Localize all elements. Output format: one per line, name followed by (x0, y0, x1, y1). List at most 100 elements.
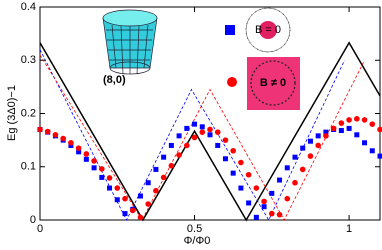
marker (129, 207, 136, 214)
marker (199, 124, 205, 130)
field-area (247, 57, 300, 110)
marker (60, 135, 66, 142)
marker (184, 142, 190, 149)
marker (191, 134, 198, 141)
marker (176, 133, 182, 139)
marker (160, 174, 167, 181)
y-tick-label: 0.2 (21, 107, 36, 119)
marker (76, 149, 82, 155)
series-line (39, 49, 345, 221)
marker (91, 165, 97, 171)
marker (292, 154, 298, 160)
marker (369, 148, 375, 154)
marker (315, 133, 321, 139)
marker (168, 162, 175, 169)
y-tick-label: 0.4 (21, 1, 36, 13)
marker (192, 121, 198, 127)
marker (261, 204, 267, 210)
x-tick-label: 0.5 (187, 223, 202, 235)
marker (215, 142, 221, 148)
marker (168, 142, 174, 148)
marker (292, 179, 298, 186)
x-tick-label: 0 (37, 223, 43, 235)
marker (307, 153, 314, 159)
marker (338, 120, 345, 126)
marker (246, 200, 252, 206)
y-tick-label: 0.3 (21, 54, 36, 66)
annotation: B = 0 (255, 24, 281, 36)
annotation: B ≠ 0 (260, 77, 286, 89)
marker (99, 166, 105, 172)
marker (99, 174, 105, 180)
marker (300, 145, 306, 151)
marker (153, 166, 159, 172)
marker (277, 177, 283, 183)
marker (253, 214, 259, 220)
marker (106, 175, 113, 181)
marker (299, 166, 306, 173)
marker (361, 117, 368, 123)
y-tick-label: 0 (30, 214, 36, 226)
series-line (39, 54, 365, 221)
marker (269, 190, 275, 196)
marker (75, 145, 82, 151)
marker (369, 121, 376, 127)
marker (276, 211, 283, 218)
marker (222, 156, 228, 162)
marker (238, 159, 244, 166)
marker (44, 128, 51, 135)
marker (184, 125, 190, 131)
marker (323, 129, 329, 135)
marker (68, 139, 74, 146)
y-axis-label: Eg (3Δ0)−1 (6, 85, 18, 141)
marker (207, 126, 213, 133)
marker (253, 185, 260, 191)
x-axis-label: Φ/Φ0 (184, 235, 211, 247)
marker (354, 132, 360, 138)
marker (230, 147, 236, 154)
marker (214, 129, 221, 135)
marker (83, 156, 89, 162)
nanotube-inset (102, 9, 158, 75)
marker (346, 125, 352, 131)
x-tick-label: 1 (346, 223, 352, 235)
flux-core (259, 21, 277, 39)
marker (107, 185, 113, 191)
marker (37, 126, 43, 133)
annotation: (8,0) (103, 74, 126, 86)
marker (230, 170, 236, 176)
marker (315, 142, 321, 149)
marker (114, 197, 120, 203)
marker (307, 138, 313, 144)
ring (245, 7, 291, 53)
marker (338, 128, 344, 134)
marker (122, 211, 128, 217)
marker (137, 193, 143, 199)
marker (245, 171, 252, 178)
series-line (39, 41, 381, 222)
legend-marker (227, 77, 237, 87)
marker (346, 117, 352, 123)
marker (323, 133, 329, 139)
y-tick-label: 0.1 (21, 161, 36, 173)
marker (114, 185, 121, 191)
ring (250, 60, 296, 106)
marker (137, 214, 144, 221)
marker (354, 116, 360, 122)
marker (83, 151, 90, 157)
marker (145, 201, 151, 207)
marker (52, 132, 59, 138)
marker (207, 132, 213, 138)
marker (122, 195, 128, 202)
plot-frame (39, 6, 381, 221)
marker (377, 126, 382, 133)
marker (362, 140, 368, 146)
marker (161, 154, 167, 160)
marker (284, 165, 290, 171)
marker (330, 125, 337, 132)
marker (238, 185, 244, 191)
marker (261, 198, 267, 205)
marker (199, 129, 206, 135)
marker (284, 195, 291, 202)
